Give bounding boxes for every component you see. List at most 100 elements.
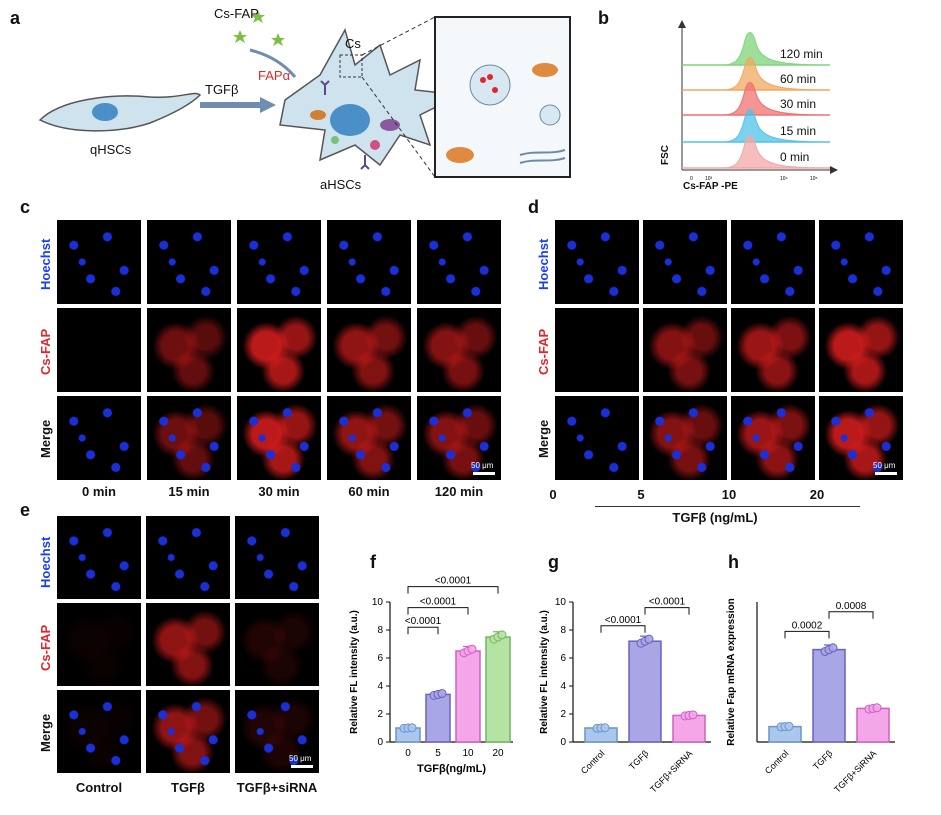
cargo-icon <box>492 87 498 93</box>
column-label: TGFβ+siRNA <box>236 780 318 795</box>
tgfb-axis-title: TGFβ (ng/mL) <box>672 510 758 525</box>
flow-x-arrowhead <box>830 166 838 174</box>
row-label-cs-fap: Cs-FAP <box>536 328 551 376</box>
label-cs-fap: Cs-FAP <box>214 6 259 21</box>
cs-fap-image <box>237 308 321 392</box>
data-point <box>497 630 507 640</box>
column-label: 0 <box>549 487 557 502</box>
merge-image <box>731 396 815 480</box>
y-tick-label: 6 <box>377 653 383 664</box>
hoechst-image <box>643 220 727 304</box>
flow-y-arrowhead <box>678 20 686 28</box>
cs-fap-image <box>731 308 815 392</box>
significance-bracket <box>407 586 499 594</box>
scale-bar-label: 50 μm <box>289 754 312 763</box>
column-label: 0 min <box>82 484 116 499</box>
column-label: 10 <box>721 487 737 502</box>
row-label-cs-fap: Cs-FAP <box>38 328 53 376</box>
bar <box>812 648 846 743</box>
star-icon <box>271 33 285 46</box>
flow-tick: 10³ <box>705 176 713 182</box>
hoechst-image <box>327 220 411 304</box>
y-tick-label: 8 <box>560 625 566 636</box>
x-tick-label: 0 <box>405 748 411 759</box>
x-tick-label: 5 <box>435 748 441 759</box>
panel-label-a: a <box>10 8 21 28</box>
hoechst-image <box>146 516 230 599</box>
significance-bracket <box>784 630 830 639</box>
merge-image <box>235 690 319 773</box>
label-fapa: FAPα <box>258 68 291 83</box>
y-tick-label: 10 <box>372 597 384 608</box>
y-tick-label: 8 <box>377 625 383 636</box>
column-label: Control <box>75 780 123 795</box>
cs-fap-image <box>819 308 903 392</box>
x-tick-label: TGFβ+SiRNA <box>832 748 878 794</box>
bar <box>485 636 511 743</box>
bar <box>425 693 451 743</box>
lysosome-icon <box>539 104 561 126</box>
x-tick-label: Control <box>763 748 791 776</box>
hoechst-image <box>237 220 321 304</box>
panel-label-c: c <box>20 197 31 217</box>
cs-fap-image <box>146 603 230 686</box>
flow-histogram: 0 10³ 10⁴ 10⁵ <box>678 20 838 182</box>
flow-tick: 0 <box>690 176 693 182</box>
receptor-icon <box>320 80 330 95</box>
panel-label-b: b <box>598 8 609 28</box>
data-point <box>688 710 698 720</box>
merge-image <box>643 396 727 480</box>
p-value-label: <0.0001 <box>405 616 442 627</box>
data-point <box>644 634 654 644</box>
column-label: 120 min <box>434 484 484 499</box>
column-label: 30 min <box>258 484 300 499</box>
flow-tick: 10⁵ <box>810 176 818 182</box>
flow-series-label: 15 min <box>780 124 817 138</box>
scale-bar-label: 50 μm <box>873 461 896 470</box>
x-tick-label: TGFβ+SiRNA <box>648 748 694 794</box>
column-label: 15 min <box>168 484 210 499</box>
panel-label-g: g <box>548 552 559 572</box>
bar <box>628 640 662 743</box>
vesicle-icon <box>331 136 339 144</box>
significance-bracket <box>407 626 439 635</box>
y-axis-title: Relative FL intensity (a.u.) <box>539 610 550 734</box>
flow-series-label: 0 min <box>780 150 810 164</box>
scale-bar <box>473 472 495 475</box>
y-tick-label: 10 <box>555 597 567 608</box>
qhsc-cell <box>38 92 202 132</box>
star-icon <box>251 10 265 23</box>
er-icon <box>519 149 566 164</box>
label-cs: Cs <box>345 36 361 51</box>
y-axis-title: Relative Fap mRNA expression <box>726 598 737 745</box>
flow-curve <box>682 109 831 143</box>
x-axis-title: TGFβ(ng/mL) <box>417 763 486 775</box>
merge-image <box>327 396 411 480</box>
panel-label-d: d <box>528 197 539 217</box>
y-tick-label: 4 <box>560 681 566 692</box>
mitochondria-icon <box>310 110 326 120</box>
flow-tick: 10⁴ <box>780 176 788 182</box>
merge-image <box>417 396 501 480</box>
x-tick-label: TGFβ <box>627 748 650 771</box>
flow-y-label: FSC <box>660 145 671 165</box>
binding-arrow <box>249 48 297 78</box>
cs-fap-image <box>327 308 411 392</box>
data-point <box>407 723 417 733</box>
cs-fap-image <box>555 308 639 392</box>
hoechst-image <box>235 516 319 599</box>
cs-fap-image <box>147 308 231 392</box>
row-label-merge: Merge <box>536 419 551 459</box>
hoechst-image <box>57 516 141 599</box>
row-label-hoechst: Hoechst <box>38 536 53 589</box>
y-tick-label: 2 <box>560 709 566 720</box>
y-tick-label: 4 <box>377 681 383 692</box>
flow-x-label: Cs-FAP -PE <box>683 181 738 192</box>
significance-bracket <box>600 625 646 633</box>
receptor-icon <box>360 155 370 170</box>
p-value-label: <0.0001 <box>420 597 457 608</box>
y-tick-label: 0 <box>560 737 566 748</box>
activation-arrowhead <box>260 97 276 113</box>
row-label-merge: Merge <box>38 419 53 459</box>
